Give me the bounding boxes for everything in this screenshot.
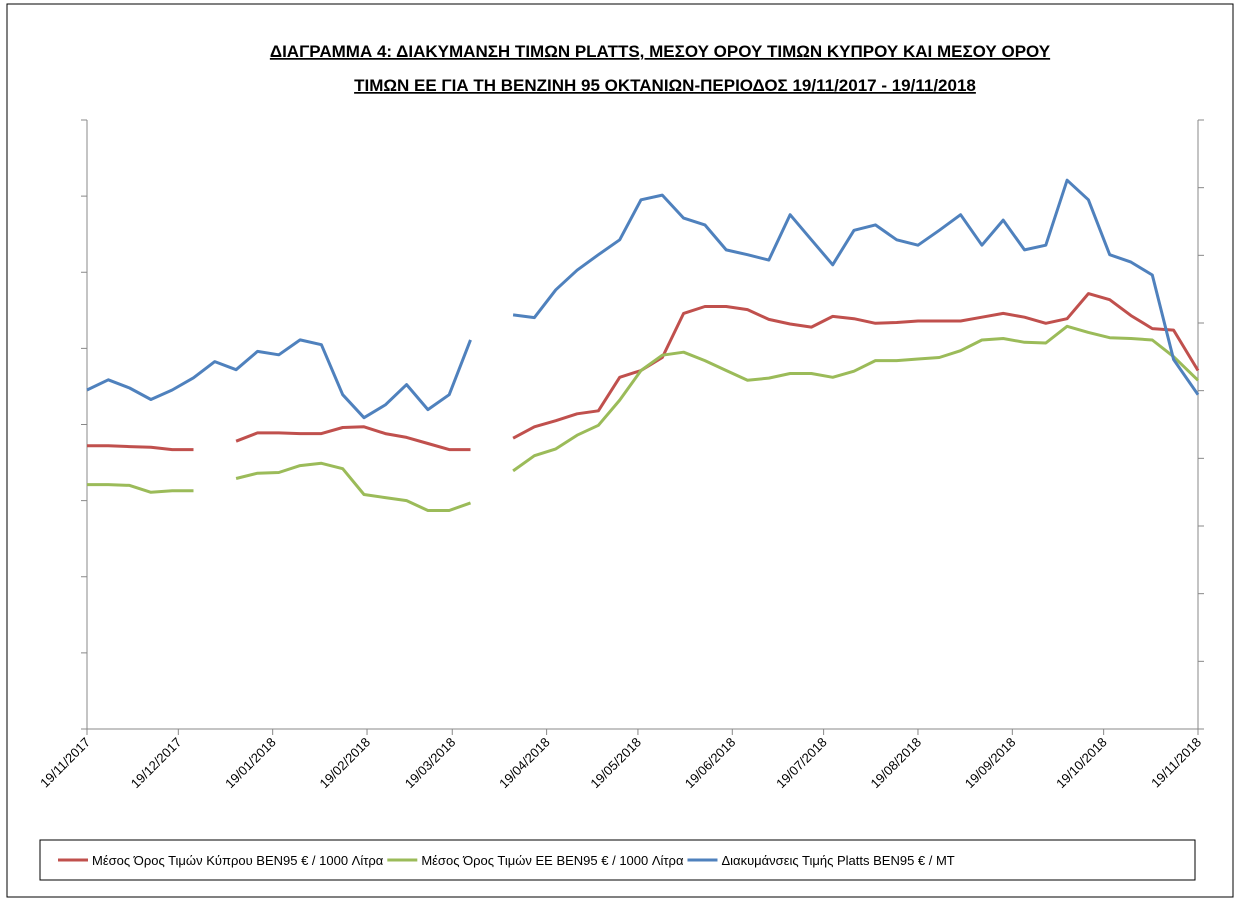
- chart-title: ΤΙΜΩΝ ΕΕ ΓΙΑ ΤΗ ΒΕΝΖΙΝΗ 95 ΟΚΤΑΝΙΩΝ-ΠΕΡΙ…: [354, 76, 976, 95]
- legend-label: Μέσος Όρος Τιμών ΕΕ BEN95 € / 1000 Λίτρα: [421, 853, 684, 868]
- series-line: [87, 324, 1200, 512]
- legend-label: Μέσος Όρος Τιμών Κύπρου BEN95 € / 1000 Λ…: [92, 853, 384, 868]
- chart-title: ΔΙΑΓΡΑΜΜΑ 4: ΔΙΑΚΥΜΑΝΣΗ ΤΙΜΩΝ PLATTS, ΜΕ…: [270, 42, 1051, 61]
- series-line: [87, 292, 1200, 452]
- series-line: [86, 178, 1200, 420]
- legend-box: [39, 839, 1196, 881]
- chart-border: [6, 3, 1234, 898]
- legend-label: Διακυμάνσεις Τιμής Platts BEN95 € / MT: [721, 853, 954, 868]
